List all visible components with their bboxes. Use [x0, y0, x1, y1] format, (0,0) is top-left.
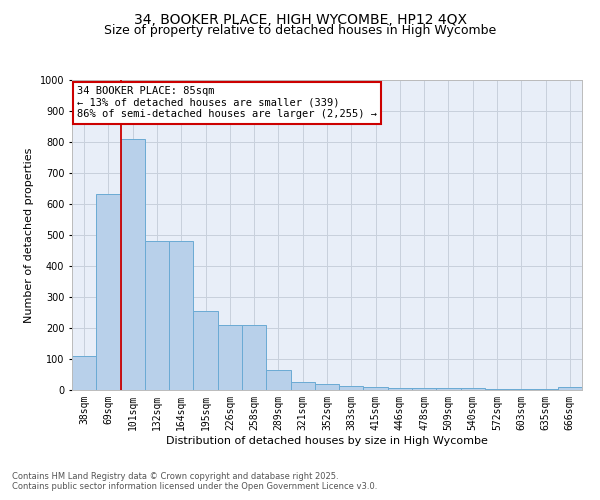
Text: Size of property relative to detached houses in High Wycombe: Size of property relative to detached ho…	[104, 24, 496, 37]
Text: Contains public sector information licensed under the Open Government Licence v3: Contains public sector information licen…	[12, 482, 377, 491]
Bar	[364, 387, 388, 390]
Text: 34, BOOKER PLACE, HIGH WYCOMBE, HP12 4QX: 34, BOOKER PLACE, HIGH WYCOMBE, HP12 4QX	[133, 12, 467, 26]
Text: 34 BOOKER PLACE: 85sqm
← 13% of detached houses are smaller (339)
86% of semi-de: 34 BOOKER PLACE: 85sqm ← 13% of detached…	[77, 86, 377, 120]
Bar	[315, 384, 339, 390]
Bar	[193, 311, 218, 390]
X-axis label: Distribution of detached houses by size in High Wycombe: Distribution of detached houses by size …	[166, 436, 488, 446]
Bar	[412, 388, 436, 390]
Bar	[266, 370, 290, 390]
Bar	[558, 387, 582, 390]
Bar	[388, 388, 412, 390]
Bar	[72, 356, 96, 390]
Bar	[242, 325, 266, 390]
Bar	[485, 389, 509, 390]
Bar	[145, 241, 169, 390]
Bar	[436, 388, 461, 390]
Y-axis label: Number of detached properties: Number of detached properties	[25, 148, 34, 322]
Bar	[339, 386, 364, 390]
Bar	[218, 325, 242, 390]
Text: Contains HM Land Registry data © Crown copyright and database right 2025.: Contains HM Land Registry data © Crown c…	[12, 472, 338, 481]
Bar	[121, 139, 145, 390]
Bar	[461, 388, 485, 390]
Bar	[96, 194, 121, 390]
Bar	[290, 382, 315, 390]
Bar	[169, 241, 193, 390]
